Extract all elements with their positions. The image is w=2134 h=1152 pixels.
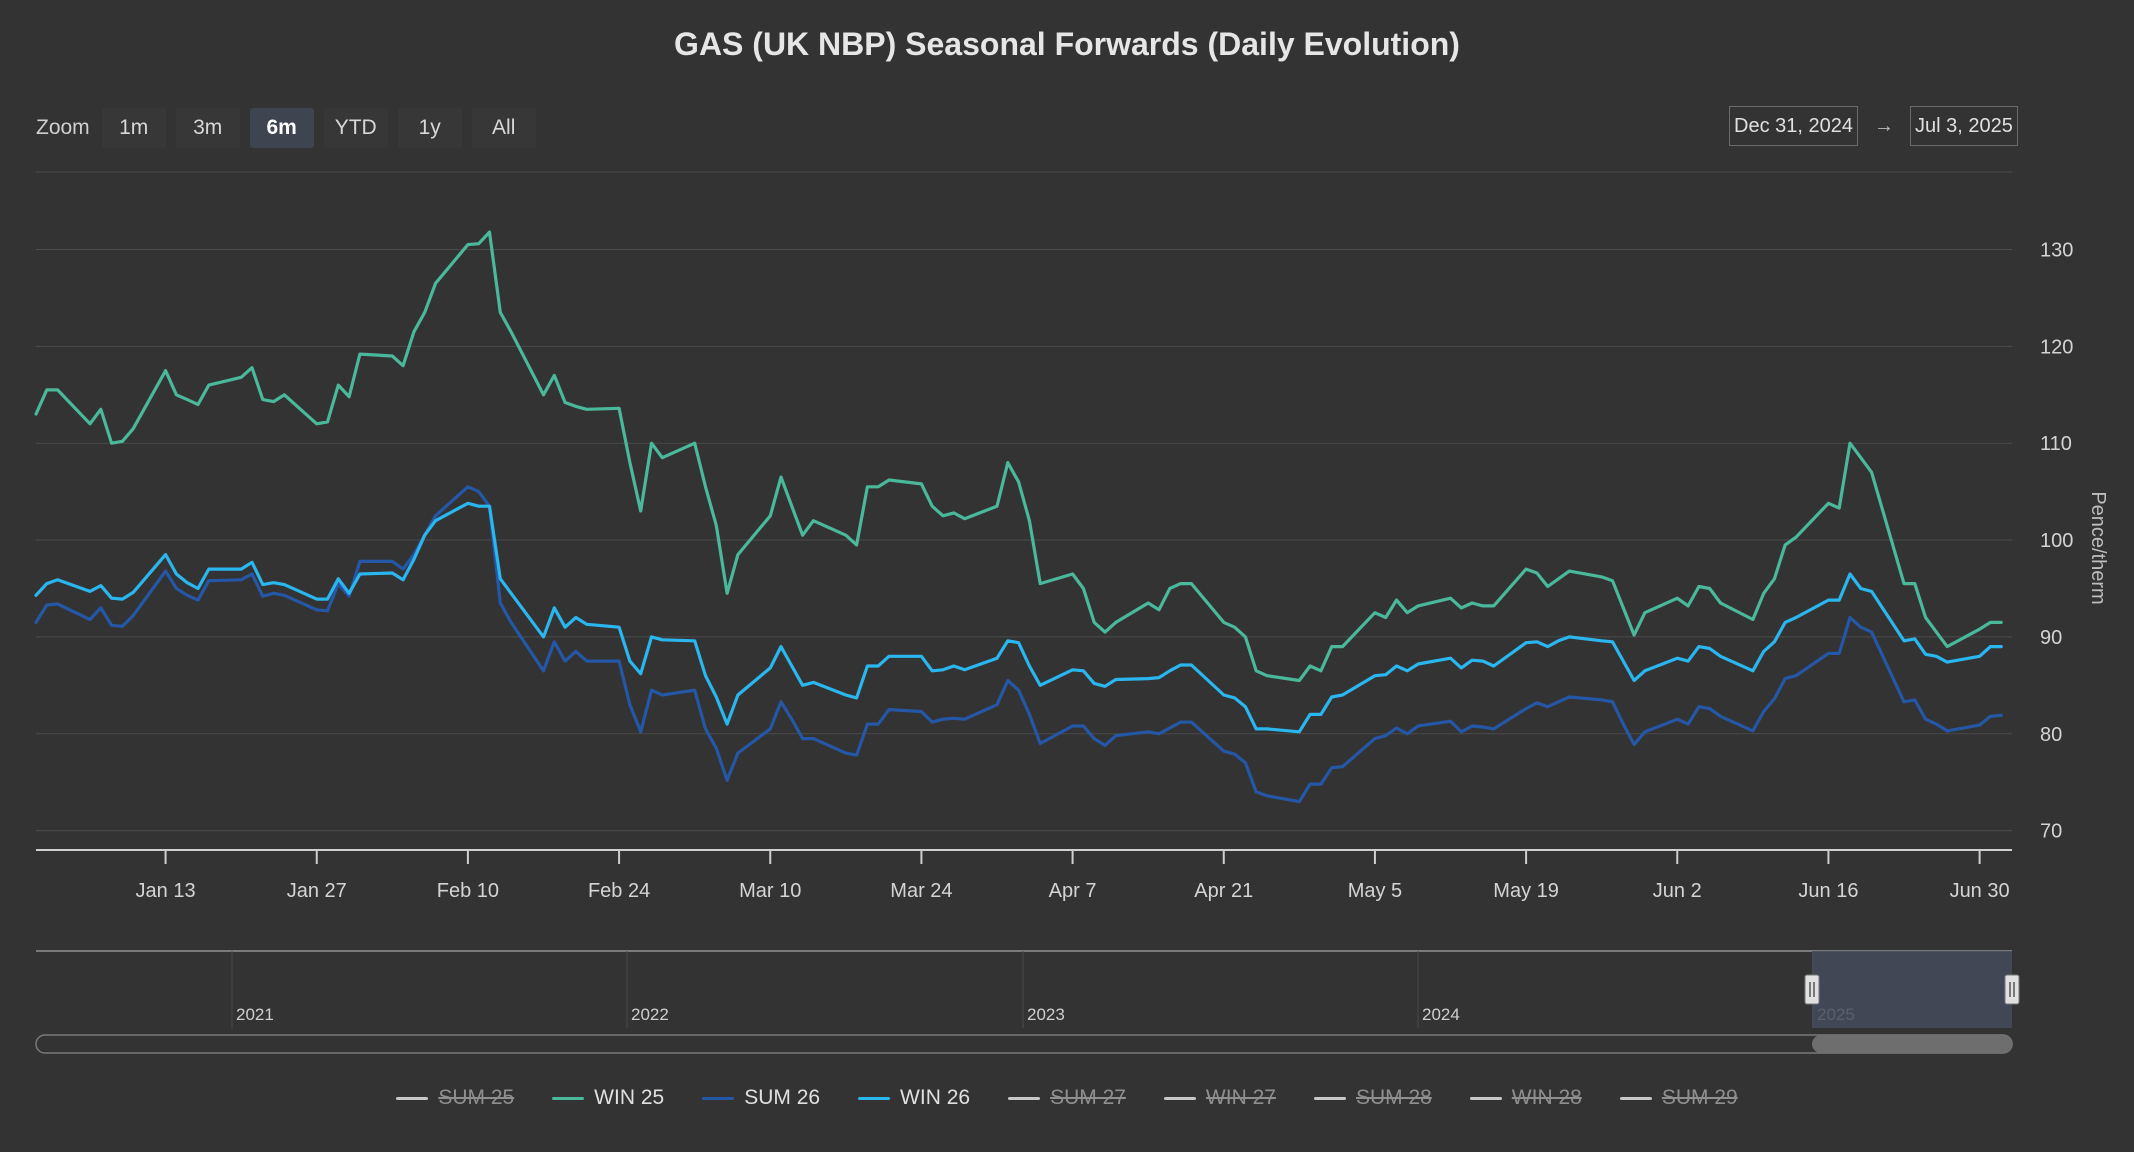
- navigator-left-handle[interactable]: [1804, 974, 1820, 1005]
- legend-swatch: [1008, 1096, 1041, 1100]
- series-line-win-25: [34, 230, 2003, 683]
- navigator-selected-range: [1812, 951, 2012, 1028]
- legend-label: SUM 29: [1661, 1086, 1738, 1109]
- legend-label: SUM 26: [744, 1086, 821, 1109]
- y-tick-label: 90: [2040, 627, 2062, 649]
- axis-layer: 70 80 90 100 110 120 130 Jan 13 Jan 27 Feb 10 Feb …: [36, 239, 2073, 902]
- date-range-selector: Dec 31, 2024 → Jul 3, 2025: [1729, 106, 2018, 146]
- legend-item-sum-25[interactable]: SUM 25: [396, 1086, 514, 1110]
- legend-item-sum-29[interactable]: SUM 29: [1619, 1086, 1738, 1110]
- x-tick-label: Apr 21: [1194, 880, 1253, 902]
- x-tick-label: Jun 30: [1950, 880, 2010, 902]
- legend-item-win-28[interactable]: WIN 28: [1469, 1086, 1582, 1110]
- legend-swatch: [552, 1096, 585, 1100]
- legend-item-sum-26[interactable]: SUM 26: [702, 1086, 820, 1110]
- y-tick-label: 130: [2040, 239, 2073, 261]
- navigator-scrollbar-thumb[interactable]: [1812, 1035, 2012, 1053]
- legend-label: WIN 25: [594, 1086, 665, 1109]
- navigator-year-label: 2021: [236, 1005, 274, 1024]
- zoom-all-button[interactable]: All: [471, 108, 536, 148]
- legend-label: SUM 25: [438, 1086, 515, 1109]
- x-tick-label: Mar 24: [890, 880, 952, 902]
- legend-item-sum-27[interactable]: SUM 27: [1008, 1086, 1126, 1110]
- grid-layer: [36, 171, 2012, 832]
- range-from-input[interactable]: Dec 31, 2024: [1729, 106, 1858, 146]
- legend-item-win-25[interactable]: WIN 25: [552, 1086, 664, 1110]
- legend-label: SUM 28: [1355, 1086, 1432, 1109]
- chart-area: 70 80 90 100 110 120 130 Jan 13 Jan 27 Feb 10 Feb …: [34, 171, 2109, 1054]
- x-tick-label: Jan 27: [287, 880, 347, 902]
- legend-swatch: [858, 1096, 891, 1100]
- x-tick-label: Feb 24: [588, 880, 650, 902]
- y-tick-label: 120: [2040, 336, 2073, 358]
- x-tick-label: Apr 7: [1049, 880, 1097, 902]
- zoom-label: Zoom: [36, 116, 90, 139]
- legend-label: WIN 26: [900, 1086, 971, 1109]
- zoom-1m-button[interactable]: 1m: [101, 108, 166, 148]
- zoom-3m-button[interactable]: 3m: [175, 108, 240, 148]
- y-axis-title: Pence/therm: [2087, 491, 2109, 604]
- y-tick-label: 70: [2040, 821, 2062, 843]
- legend-swatch: [1313, 1096, 1346, 1100]
- navigator-year-label: 2022: [631, 1005, 669, 1024]
- x-tick-label: Jun 16: [1798, 880, 1858, 902]
- series-layer: [34, 230, 2003, 804]
- legend-swatch: [702, 1096, 735, 1100]
- chart-title: GAS (UK NBP) Seasonal Forwards (Daily Ev…: [674, 26, 1460, 62]
- legend-swatch: [1469, 1096, 1502, 1100]
- y-tick-label: 110: [2040, 433, 2072, 455]
- y-tick-label: 100: [2040, 530, 2073, 552]
- x-tick-label: Jan 13: [136, 880, 196, 902]
- range-arrow-icon: →: [1873, 114, 1894, 137]
- legend-item-win-26[interactable]: WIN 26: [858, 1086, 970, 1110]
- series-line-win-26: [34, 501, 2003, 734]
- range-to-input[interactable]: Jul 3, 2025: [1909, 106, 2018, 146]
- navigator-scrollbar-track[interactable]: [35, 1034, 2013, 1054]
- y-tick-label: 80: [2040, 724, 2062, 746]
- zoom-6m-button[interactable]: 6m: [249, 108, 314, 148]
- legend-label: WIN 27: [1205, 1086, 1276, 1109]
- navigator[interactable]: 20212022202320242025: [35, 950, 2020, 1054]
- zoom-ytd-button[interactable]: YTD: [323, 108, 388, 148]
- zoom-1y-button[interactable]: 1y: [397, 108, 462, 148]
- x-tick-label: May 5: [1348, 880, 1402, 902]
- legend-label: WIN 28: [1511, 1086, 1582, 1109]
- navigator-year-label: 2023: [1027, 1005, 1065, 1024]
- series-line-sum-26: [34, 485, 2003, 804]
- legend-swatch: [396, 1096, 429, 1100]
- x-tick-label: May 19: [1493, 880, 1559, 902]
- legend-swatch: [1163, 1096, 1196, 1100]
- legend: SUM 25 WIN 25 SUM 26 WIN 26 SUM 27 WIN 27 SUM …: [0, 1086, 2134, 1110]
- zoom-bar: Zoom 1m 3m 6m YTD 1y All: [36, 108, 536, 148]
- navigator-year-label: 2024: [1422, 1005, 1460, 1024]
- x-tick-label: Feb 10: [437, 880, 499, 902]
- navigator-right-handle[interactable]: [2004, 974, 2020, 1005]
- legend-swatch: [1619, 1096, 1652, 1100]
- legend-label: SUM 27: [1050, 1086, 1126, 1109]
- x-tick-label: Jun 2: [1653, 880, 1702, 902]
- legend-item-sum-28[interactable]: SUM 28: [1313, 1086, 1432, 1110]
- x-tick-label: Mar 10: [739, 880, 801, 902]
- legend-item-win-27[interactable]: WIN 27: [1163, 1086, 1276, 1110]
